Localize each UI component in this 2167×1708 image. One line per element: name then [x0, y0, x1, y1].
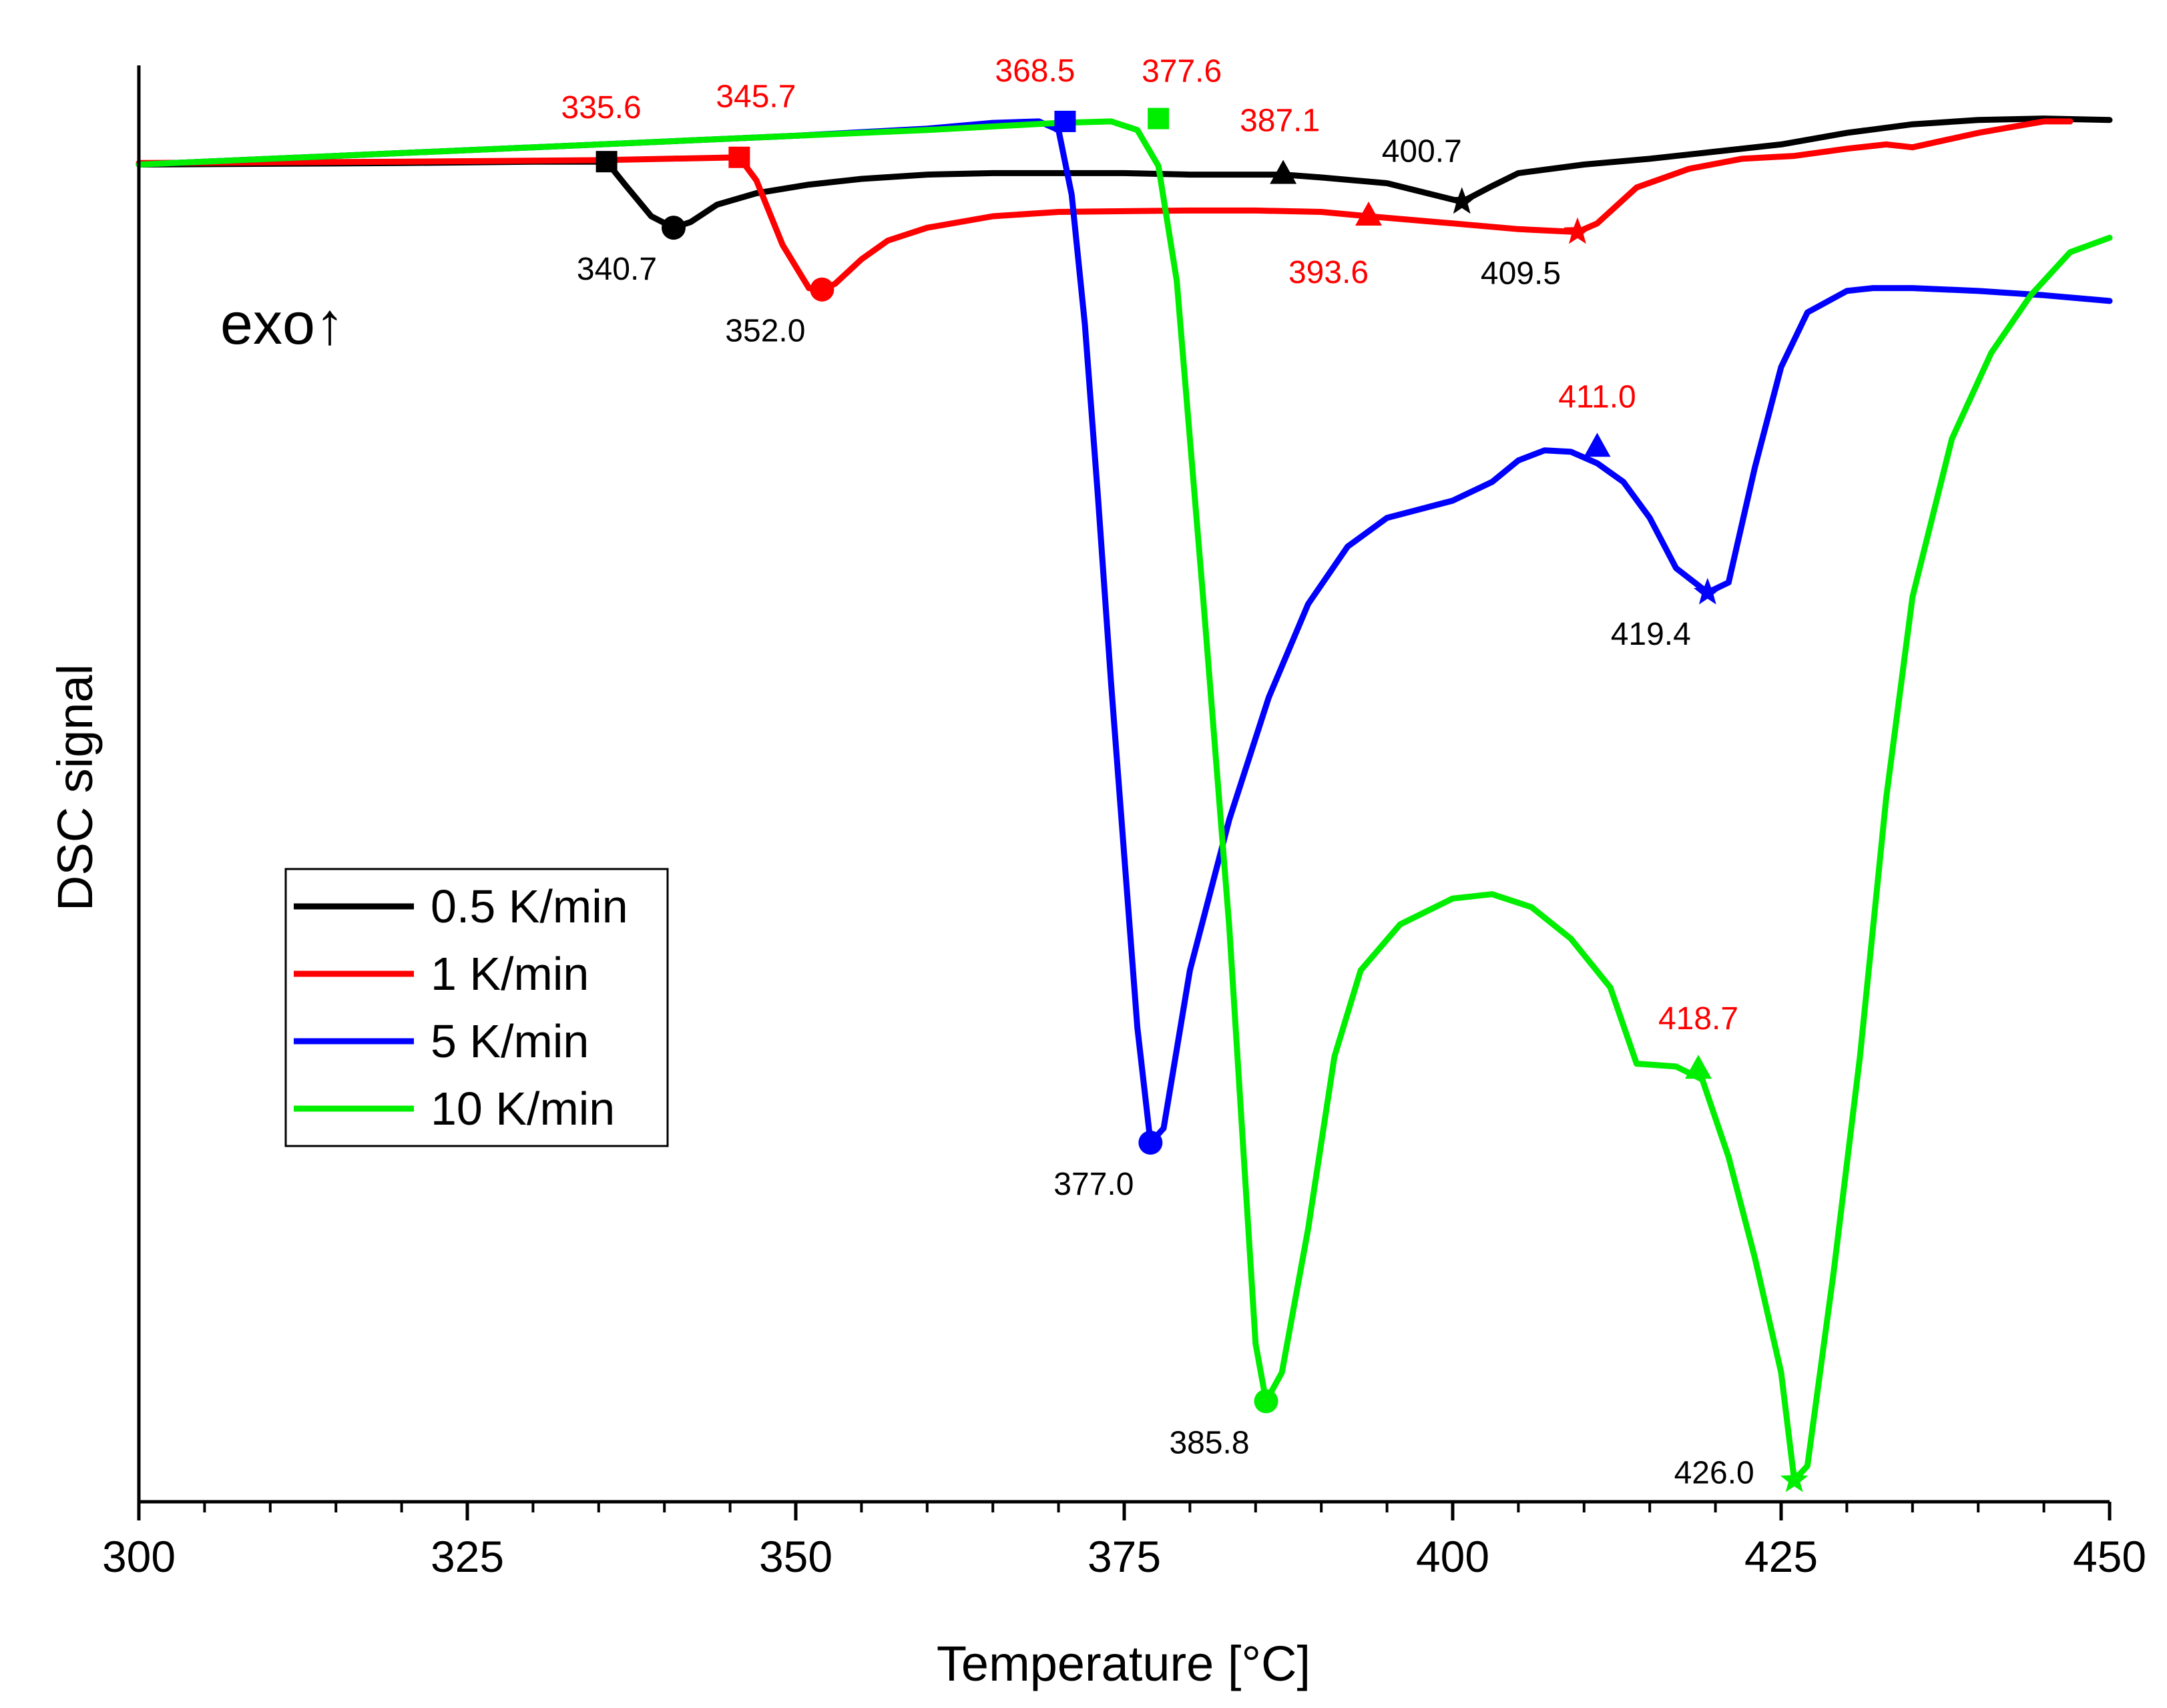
annotation-label: 335.6 — [561, 90, 642, 125]
series-line-0-5-k-min — [136, 115, 2113, 231]
annotation-label: 393.6 — [1288, 255, 1369, 290]
x-tick-label: 450 — [2073, 1532, 2146, 1581]
second-onset-marker — [1584, 433, 1611, 457]
annotation-label: 377.6 — [1142, 54, 1222, 89]
x-tick-label: 400 — [1416, 1532, 1489, 1581]
legend-box — [284, 868, 669, 1147]
peak-marker — [1254, 1389, 1278, 1414]
annotation-label: 426.0 — [1674, 1456, 1754, 1491]
legend-label: 5 K/min — [431, 1015, 589, 1067]
annotation-label: 377.0 — [1053, 1167, 1134, 1202]
x-tick-label: 350 — [759, 1532, 832, 1581]
annotation-label: 368.5 — [995, 53, 1075, 89]
annotation-label: 411.0 — [1558, 379, 1636, 414]
series-line-5-k-min — [136, 118, 2113, 1146]
legend-label: 0.5 K/min — [431, 880, 628, 932]
second-peak-marker — [1693, 577, 1722, 605]
annotation-label: 345.7 — [716, 79, 796, 115]
peak-marker — [661, 216, 686, 240]
annotation-label: 385.8 — [1169, 1425, 1249, 1460]
marker-layer: 335.6 340.7 387.1 400.7 345.7 352.0 393.6 409.5… — [561, 53, 1809, 1492]
x-tick-label: 425 — [1744, 1532, 1818, 1581]
annotation-label: 352.0 — [725, 314, 805, 349]
annotation-label: 409.5 — [1481, 256, 1561, 292]
series-line-1-k-min — [136, 118, 2074, 293]
series-layer — [136, 115, 2113, 1484]
second-onset-marker — [1355, 201, 1383, 226]
x-tick-label: 325 — [431, 1532, 504, 1581]
annotation-label: 400.7 — [1382, 133, 1462, 169]
x-tick-label: 375 — [1088, 1532, 1161, 1581]
exo-label: exo↑ — [220, 290, 344, 356]
peak-marker — [1138, 1131, 1163, 1155]
annotation-label: 419.4 — [1611, 617, 1691, 652]
onset-marker — [728, 146, 750, 168]
annotation-label: 387.1 — [1240, 103, 1320, 139]
peak-marker — [810, 277, 834, 302]
x-axis-title: Temperature [°C] — [937, 1636, 1310, 1691]
series-line-10-k-min — [136, 118, 2113, 1484]
x-tick-label: 300 — [102, 1532, 176, 1581]
second-peak-marker — [1447, 187, 1476, 214]
annotation-label: 418.7 — [1658, 1001, 1738, 1037]
onset-marker — [595, 151, 618, 173]
onset-marker — [1148, 107, 1170, 129]
onset-marker — [1054, 110, 1076, 132]
legend: 0.5 K/min 1 K/min 5 K/min 10 K/min — [284, 868, 669, 1147]
legend-label: 10 K/min — [431, 1083, 615, 1135]
second-onset-marker — [1270, 160, 1297, 184]
second-peak-marker — [1780, 1465, 1809, 1492]
axes: 300 325 350 375 400 425 450 — [102, 65, 2146, 1581]
second-peak-marker — [1563, 217, 1592, 244]
legend-label: 1 K/min — [431, 948, 589, 1000]
second-onset-marker — [1685, 1055, 1712, 1079]
y-axis-title: DSC signal — [47, 664, 103, 911]
annotation-label: 340.7 — [577, 252, 657, 287]
